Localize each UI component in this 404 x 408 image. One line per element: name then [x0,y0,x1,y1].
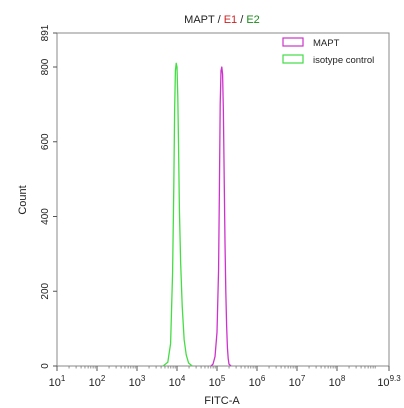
title-part: / [215,14,224,26]
y-tick-label: 0 [40,363,51,369]
legend-label: MAPT [313,38,340,49]
legend-swatch [282,37,304,47]
chart-title: MAPT / E1 / E2 [184,14,260,26]
title-part: E1 [224,14,237,26]
x-tick-label: 104 [169,374,186,389]
y-tick-label: 891 [40,24,51,41]
y-axis-label: Count [17,185,29,214]
y-tick-label: 200 [40,282,51,299]
legend-swatch [282,54,304,64]
x-tick-label: 103 [129,374,146,389]
x-tick-label: 106 [249,374,266,389]
title-part: E2 [246,14,259,26]
x-tick-label: 107 [289,374,306,389]
title-part: / [237,14,246,26]
x-tick-label: 101 [49,374,66,389]
x-tick-label: 105 [209,374,226,389]
y-tick-label: 800 [40,58,51,75]
y-tick-label: 600 [40,133,51,150]
chart-legend: MAPT isotype control [282,37,374,66]
title-part: MAPT [184,14,215,26]
x-axis-label: FITC-A [204,395,240,407]
y-axis: 0 200 400 600 800 891 [40,24,57,369]
y-tick-label: 400 [40,208,51,225]
series-group [162,62,232,367]
x-tick-label: 109.3 [377,374,401,389]
series-line-isotype-control [162,62,193,367]
x-axis: 101 102 103 104 105 106 107 108 109.3 [49,366,401,389]
x-tick-label: 102 [89,374,106,389]
series-line-mapt [210,66,232,367]
legend-label: isotype control [313,55,374,66]
x-tick-label: 108 [329,374,346,389]
